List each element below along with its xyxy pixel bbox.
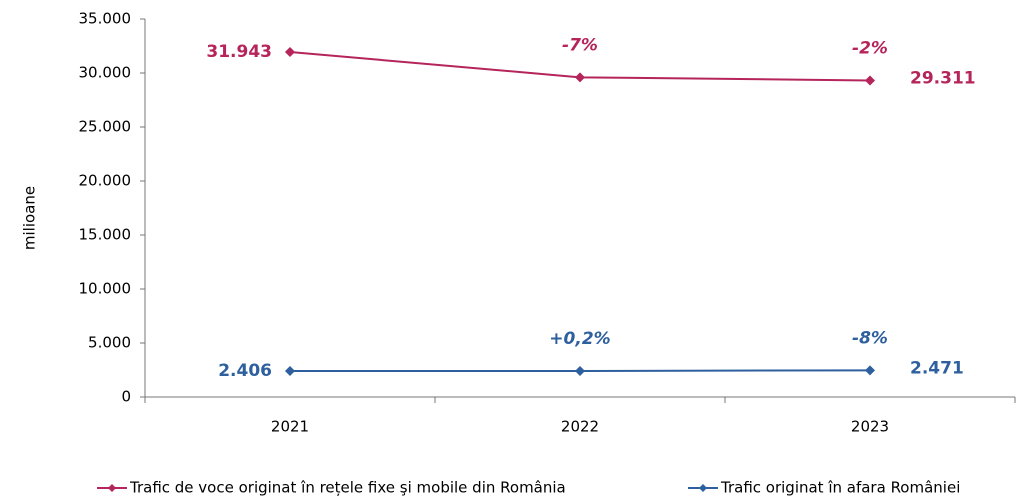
point-marker (865, 365, 875, 376)
legend-marker (699, 484, 707, 492)
x-tick-label: 2022 (561, 418, 599, 436)
data-label: 31.943 (206, 42, 272, 62)
y-tick-label: 10.000 (79, 280, 132, 298)
change-label: -2% (852, 38, 888, 58)
legend-marker (108, 484, 116, 492)
point-marker (865, 75, 875, 86)
y-tick-label: 15.000 (79, 226, 132, 244)
change-label: -7% (562, 35, 598, 55)
y-tick-label: 30.000 (79, 64, 132, 82)
x-tick-label: 2021 (271, 418, 309, 436)
legend-label: Trafic originat în afara României (720, 479, 960, 497)
point-marker (285, 47, 295, 58)
y-tick-label: 35.000 (79, 10, 132, 28)
point-marker (575, 72, 585, 83)
y-tick-label: 0 (121, 388, 131, 406)
point-marker (285, 366, 295, 377)
x-tick-label: 2023 (851, 418, 889, 436)
y-tick-label: 5.000 (88, 334, 131, 352)
point-marker (575, 365, 585, 376)
change-label: +0,2% (549, 329, 610, 349)
change-label: -8% (852, 328, 888, 348)
y-tick-label: 20.000 (79, 172, 132, 190)
y-tick-label: 25.000 (79, 118, 132, 136)
data-label: 29.311 (910, 68, 976, 88)
y-axis-label: milioane (21, 186, 39, 250)
legend-label: Trafic de voce originat în rețele fixe ş… (129, 479, 566, 497)
data-label: 2.406 (218, 361, 272, 381)
data-label: 2.471 (910, 358, 964, 378)
